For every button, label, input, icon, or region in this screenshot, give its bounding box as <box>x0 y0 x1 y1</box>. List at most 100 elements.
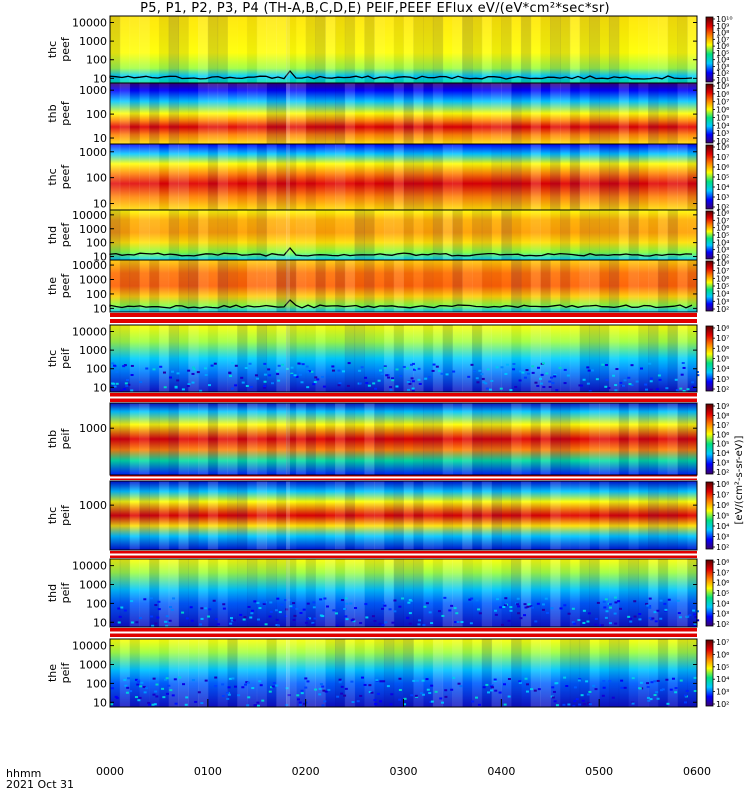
speckle <box>293 374 297 377</box>
time-column <box>374 481 385 550</box>
time-column <box>560 260 571 312</box>
time-column <box>560 325 571 392</box>
time-column <box>129 639 140 707</box>
colorbar-tick-label: 10⁸ <box>716 29 729 38</box>
speckle <box>226 697 230 700</box>
time-column <box>139 403 150 475</box>
time-column <box>237 481 248 550</box>
speckle <box>344 597 348 600</box>
speckle <box>164 620 168 623</box>
time-column <box>540 403 551 475</box>
colorbar-tick-label: 10⁵ <box>716 282 729 291</box>
speckle <box>300 689 304 692</box>
speckle <box>308 617 312 620</box>
speckle <box>306 386 310 389</box>
time-column <box>149 16 160 83</box>
speckle <box>358 369 362 372</box>
time-column <box>540 16 551 83</box>
time-column <box>423 403 434 475</box>
speckle <box>409 363 413 366</box>
time-column <box>266 325 277 392</box>
speckle <box>305 365 309 368</box>
time-column <box>628 210 639 260</box>
time-column <box>276 559 287 627</box>
colorbar-tick-label: 10² <box>716 253 729 262</box>
time-column <box>579 639 590 707</box>
speckle <box>113 364 117 367</box>
time-column <box>618 639 630 707</box>
speckle <box>580 694 584 697</box>
time-column <box>432 639 444 707</box>
speckle <box>539 382 543 385</box>
time-column <box>403 83 414 144</box>
speckle <box>242 618 246 621</box>
speckle <box>262 602 266 605</box>
time-column <box>452 210 463 260</box>
speckle <box>130 364 134 367</box>
speckle <box>567 612 571 615</box>
time-column <box>481 481 493 550</box>
speckle <box>669 688 673 691</box>
speckle <box>555 389 559 392</box>
speckle <box>199 389 203 392</box>
speckle <box>516 603 520 606</box>
speckle <box>627 376 631 379</box>
time-column <box>305 639 316 707</box>
speckle <box>588 690 592 693</box>
time-column <box>393 481 404 550</box>
time-column <box>286 210 297 260</box>
speckle <box>300 381 304 384</box>
time-column <box>511 481 522 550</box>
colorbar-tick-label: 10⁵ <box>716 512 729 521</box>
speckle <box>161 687 165 690</box>
speckle <box>679 387 683 390</box>
speckle <box>341 599 345 602</box>
panel-label: peef <box>59 273 72 299</box>
colorbar-tick-label: 10⁴ <box>716 56 729 65</box>
time-column <box>569 403 581 475</box>
speckle <box>221 695 225 698</box>
speckle <box>331 365 335 368</box>
time-column <box>599 481 610 550</box>
speckle <box>648 617 652 620</box>
speckle <box>363 683 367 686</box>
speckle <box>187 383 191 386</box>
time-column <box>325 83 336 144</box>
time-column <box>207 325 219 392</box>
speckle <box>653 694 657 697</box>
time-column <box>471 260 483 312</box>
time-column <box>305 83 316 144</box>
time-column <box>139 559 150 627</box>
speckle <box>267 368 271 371</box>
speckle <box>450 604 454 607</box>
speckle <box>344 615 348 618</box>
time-column <box>471 403 483 475</box>
speckle <box>196 371 200 374</box>
time-column <box>335 639 346 707</box>
speckle <box>247 605 251 608</box>
time-column <box>403 559 414 627</box>
y-tick-label: 100 <box>86 172 107 185</box>
time-column <box>158 481 170 550</box>
speckle <box>383 604 387 607</box>
time-column <box>540 325 551 392</box>
speckle <box>430 684 434 687</box>
speckle <box>411 387 415 390</box>
time-column <box>276 481 287 550</box>
panel-label: thd <box>46 584 59 602</box>
time-column <box>393 210 404 260</box>
speckle <box>374 387 378 390</box>
speckle <box>469 622 473 625</box>
time-column <box>188 144 199 210</box>
speckle <box>306 680 310 683</box>
speckle <box>391 379 395 382</box>
speckle <box>311 621 315 624</box>
x-tick-label: 0100 <box>194 765 222 778</box>
y-tick-label: 10000 <box>72 209 107 222</box>
speckle <box>485 387 489 390</box>
time-column <box>462 559 473 627</box>
speckle <box>601 363 605 366</box>
time-column <box>560 83 571 144</box>
potential-line <box>109 69 693 80</box>
